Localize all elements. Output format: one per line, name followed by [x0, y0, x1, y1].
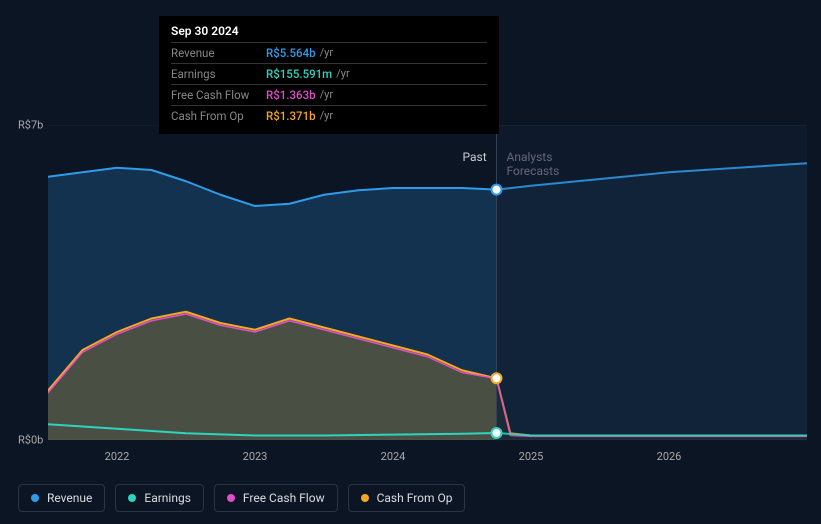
legend-item-cash-from-op[interactable]: Cash From Op — [348, 484, 466, 512]
chart-tooltip: Sep 30 2024 RevenueR$5.564b/yrEarningsR$… — [159, 16, 499, 134]
legend-item-earnings[interactable]: Earnings — [115, 484, 204, 512]
y-axis-label-min: R$0b — [18, 434, 43, 447]
tooltip-date: Sep 30 2024 — [171, 24, 487, 38]
x-axis-label: 2025 — [519, 450, 544, 463]
tooltip-label: Earnings — [171, 67, 266, 81]
legend-item-free-cash-flow[interactable]: Free Cash Flow — [214, 484, 338, 512]
tooltip-label: Free Cash Flow — [171, 88, 266, 102]
legend-dot-icon — [31, 494, 39, 502]
plot-area[interactable] — [48, 125, 807, 440]
financials-chart: Sep 30 2024 RevenueR$5.564b/yrEarningsR$… — [18, 0, 807, 524]
legend-dot-icon — [361, 494, 369, 502]
tooltip-row: EarningsR$155.591m/yr — [171, 63, 487, 84]
tooltip-label: Revenue — [171, 46, 266, 60]
legend-label: Free Cash Flow — [243, 491, 325, 505]
chart-legend: Revenue Earnings Free Cash Flow Cash From O… — [18, 484, 465, 512]
tooltip-row: Cash From OpR$1.371b/yr — [171, 105, 487, 126]
tooltip-unit: /yr — [336, 67, 349, 81]
forecast-label: Analysts Forecasts — [507, 150, 560, 178]
legend-dot-icon — [227, 494, 235, 502]
x-axis-label: 2024 — [381, 450, 406, 463]
tooltip-label: Cash From Op — [171, 109, 266, 123]
legend-label: Cash From Op — [377, 491, 453, 505]
legend-label: Earnings — [144, 491, 191, 505]
tooltip-value: R$1.363b — [266, 88, 316, 102]
x-axis-label: 2023 — [243, 450, 268, 463]
tooltip-value: R$155.591m — [266, 67, 332, 81]
past-label: Past — [463, 150, 487, 164]
x-axis-label: 2026 — [657, 450, 682, 463]
tooltip-unit: /yr — [320, 46, 333, 60]
tooltip-unit: /yr — [320, 88, 333, 102]
tooltip-row: Free Cash FlowR$1.363b/yr — [171, 84, 487, 105]
legend-dot-icon — [128, 494, 136, 502]
x-axis-labels: 2022 2023 2024 2025 2026 — [48, 450, 807, 468]
legend-label: Revenue — [47, 491, 92, 505]
legend-item-revenue[interactable]: Revenue — [18, 484, 105, 512]
tooltip-unit: /yr — [320, 109, 333, 123]
tooltip-row: RevenueR$5.564b/yr — [171, 42, 487, 63]
x-axis-label: 2022 — [105, 450, 130, 463]
tooltip-value: R$5.564b — [266, 46, 316, 60]
chart-svg — [48, 125, 807, 440]
y-axis-label-max: R$7b — [18, 119, 43, 132]
tooltip-value: R$1.371b — [266, 109, 316, 123]
